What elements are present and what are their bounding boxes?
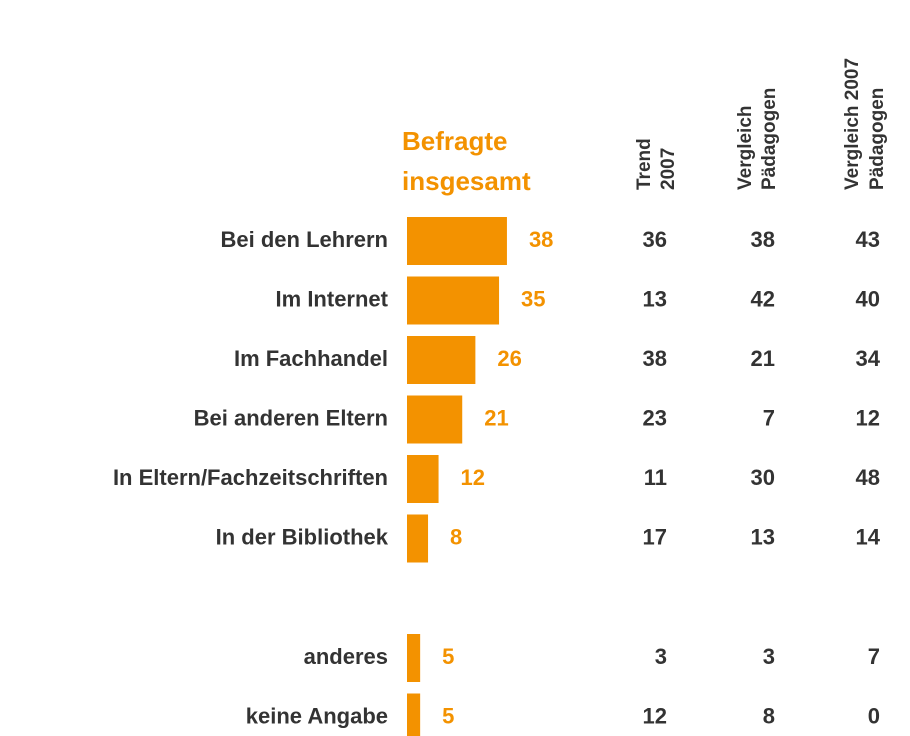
column-header: 2007 xyxy=(658,148,679,190)
table-value: 12 xyxy=(643,703,667,728)
category-label: anderes xyxy=(304,644,388,669)
category-label: Bei den Lehrern xyxy=(221,227,388,252)
value-label: 12 xyxy=(461,465,485,490)
bar xyxy=(407,276,500,325)
table-value: 13 xyxy=(751,524,775,549)
category-label: Im Fachhandel xyxy=(234,346,388,371)
table-value: 34 xyxy=(856,346,881,371)
column-header: Vergleich 2007 xyxy=(842,58,863,190)
table-value: 36 xyxy=(643,227,667,252)
value-label: 38 xyxy=(529,227,553,252)
table-value: 3 xyxy=(655,644,667,669)
table-value: 0 xyxy=(868,703,880,728)
bar xyxy=(407,455,439,503)
table-value: 12 xyxy=(856,405,880,430)
value-label: 35 xyxy=(521,286,545,311)
column-header: Pädagogen xyxy=(759,88,780,190)
value-label: 5 xyxy=(442,644,454,669)
bar xyxy=(407,634,421,682)
column-header: Vergleich xyxy=(735,106,756,191)
table-value: 3 xyxy=(763,644,775,669)
bar xyxy=(407,395,463,444)
table-value: 7 xyxy=(763,405,775,430)
value-label: 21 xyxy=(484,405,508,430)
category-label: Im Internet xyxy=(276,286,389,311)
category-label: In der Bibliothek xyxy=(216,524,389,549)
table-value: 21 xyxy=(751,346,775,371)
table-value: 38 xyxy=(643,346,667,371)
table-value: 30 xyxy=(751,465,775,490)
bar xyxy=(407,693,421,736)
table-value: 38 xyxy=(751,227,775,252)
table-value: 11 xyxy=(644,465,667,490)
value-label: 26 xyxy=(497,346,521,371)
category-label: In Eltern/Fachzeitschriften xyxy=(113,465,388,490)
bar xyxy=(407,514,429,563)
table-value: 48 xyxy=(856,465,880,490)
table-value: 14 xyxy=(856,524,881,549)
category-label: keine Angabe xyxy=(246,703,388,728)
category-label: Bei anderen Eltern xyxy=(194,405,388,430)
bar xyxy=(407,336,476,384)
table-value: 40 xyxy=(856,286,880,311)
table-value: 23 xyxy=(643,405,667,430)
value-label: 8 xyxy=(450,524,462,549)
table-value: 8 xyxy=(763,703,775,728)
value-label: 5 xyxy=(442,703,454,728)
table-value: 13 xyxy=(643,286,667,311)
series-header: Befragte xyxy=(402,126,507,156)
table-value: 17 xyxy=(643,524,667,549)
series-header: insgesamt xyxy=(402,166,531,196)
table-value: 7 xyxy=(868,644,880,669)
column-header: Trend xyxy=(634,138,655,190)
table-value: 42 xyxy=(751,286,775,311)
bar xyxy=(407,217,507,265)
table-value: 43 xyxy=(856,227,880,252)
column-header: Pädagogen xyxy=(867,88,888,190)
